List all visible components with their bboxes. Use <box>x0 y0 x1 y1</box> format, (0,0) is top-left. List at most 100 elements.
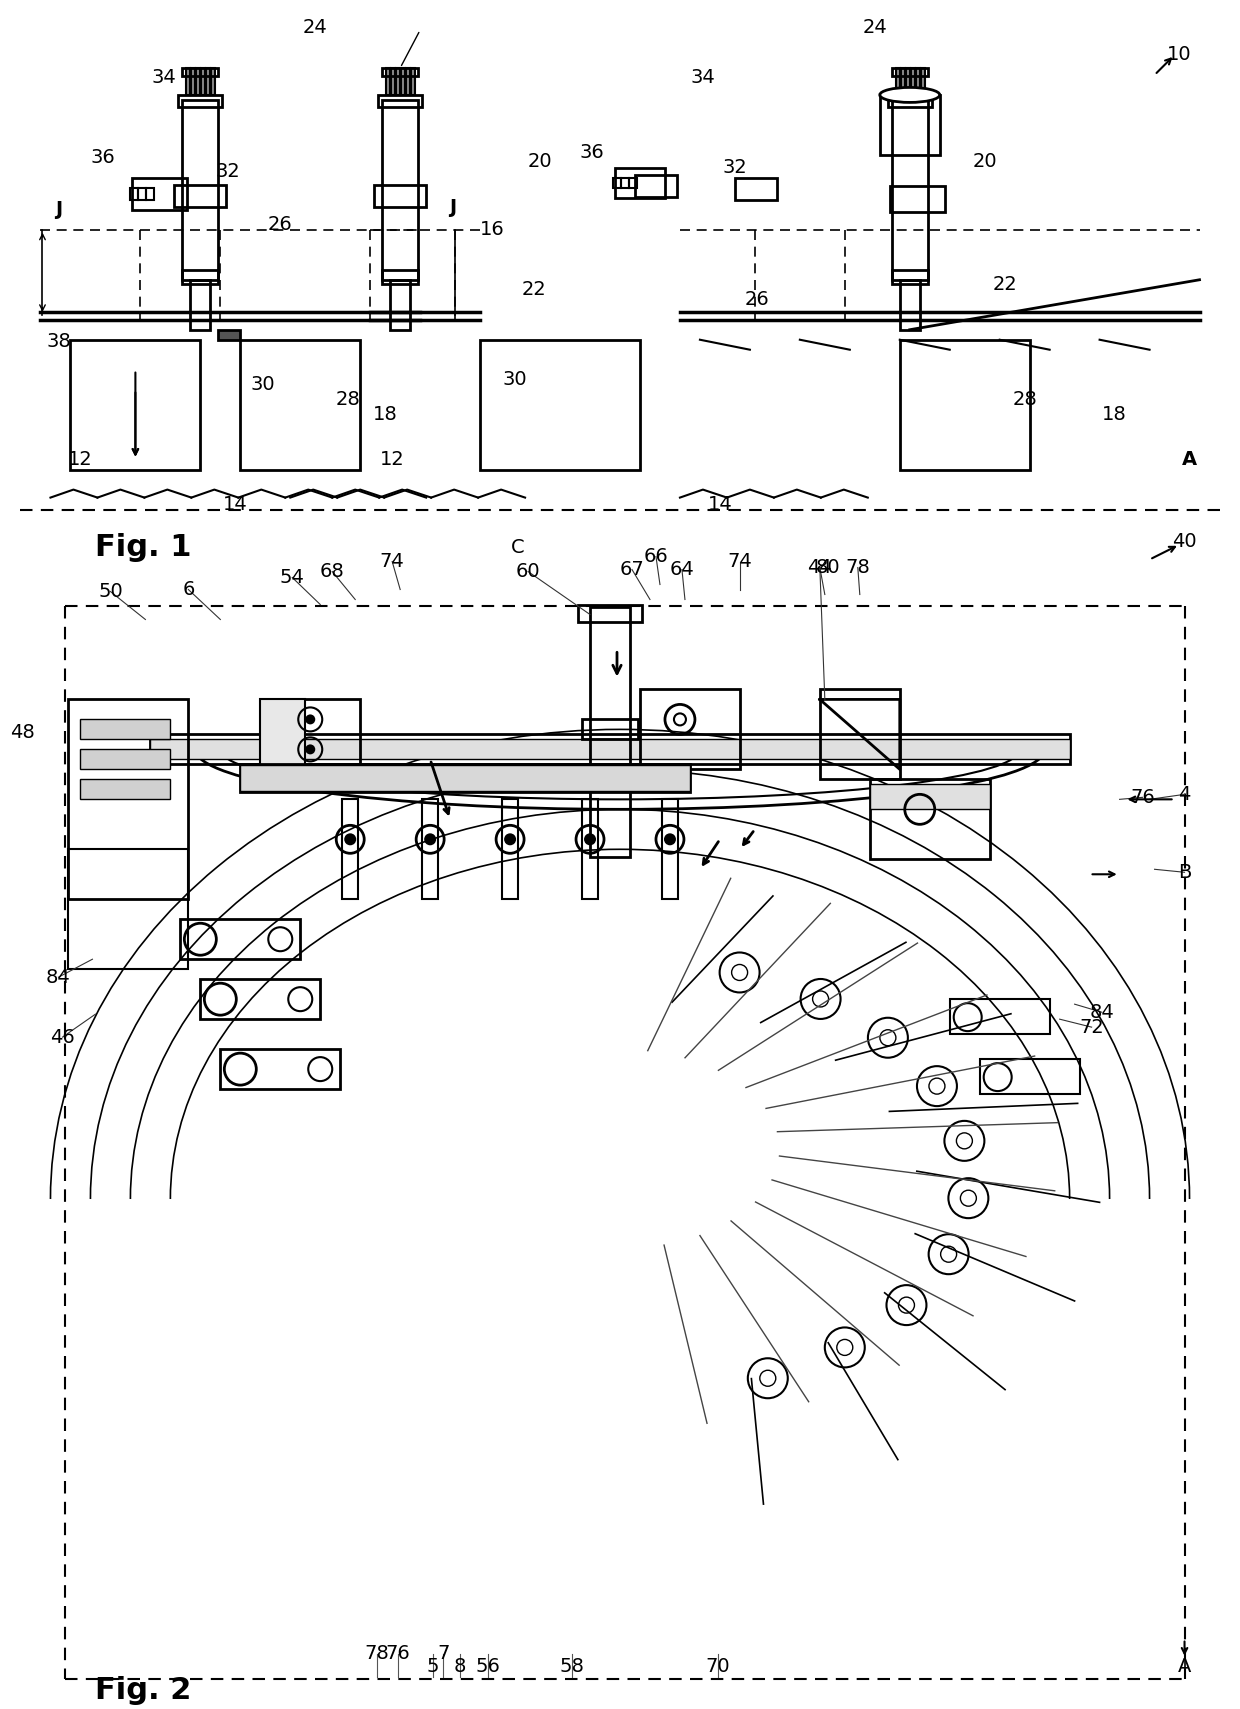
Bar <box>182 270 218 284</box>
Text: 46: 46 <box>50 1027 74 1046</box>
Text: 14: 14 <box>223 496 248 514</box>
Bar <box>900 68 905 96</box>
Text: 72: 72 <box>1079 1017 1104 1037</box>
Bar <box>260 699 305 779</box>
Text: J: J <box>55 200 62 219</box>
Bar <box>892 68 928 75</box>
Bar <box>374 185 427 207</box>
Bar <box>629 178 637 188</box>
Bar <box>391 280 410 330</box>
Bar <box>916 68 920 96</box>
Text: 30: 30 <box>502 371 527 390</box>
Bar <box>378 96 422 108</box>
Text: 66: 66 <box>644 547 668 566</box>
Bar <box>71 340 201 470</box>
Circle shape <box>305 745 315 754</box>
Bar <box>146 188 155 200</box>
Bar <box>412 68 415 96</box>
Text: 26: 26 <box>268 215 293 234</box>
Text: 34: 34 <box>691 68 715 87</box>
Text: Fig. 2: Fig. 2 <box>95 1677 192 1706</box>
Text: 20: 20 <box>528 152 552 171</box>
Text: 12: 12 <box>68 449 93 468</box>
Bar <box>241 766 689 791</box>
Circle shape <box>584 834 596 846</box>
Text: 18: 18 <box>373 405 398 424</box>
Text: 32: 32 <box>723 159 748 178</box>
Bar <box>191 280 211 330</box>
Text: 36: 36 <box>579 144 604 162</box>
Bar <box>635 174 677 197</box>
Bar <box>613 178 621 188</box>
Text: 78: 78 <box>365 1644 389 1663</box>
Bar <box>905 68 910 96</box>
Bar <box>382 99 418 280</box>
Text: 74: 74 <box>379 552 404 571</box>
Bar <box>578 605 642 622</box>
Text: 68: 68 <box>320 562 345 581</box>
Text: 58: 58 <box>559 1658 584 1677</box>
Bar <box>221 1049 340 1089</box>
Text: 6: 6 <box>182 579 195 600</box>
Bar <box>950 1000 1049 1034</box>
Bar <box>900 280 920 330</box>
Bar <box>382 270 418 284</box>
Bar <box>892 270 928 284</box>
Text: A: A <box>1178 1658 1192 1677</box>
Bar <box>130 188 139 200</box>
Text: 78: 78 <box>846 559 870 578</box>
Text: 80: 80 <box>816 559 841 578</box>
Bar <box>890 186 945 212</box>
Text: 38: 38 <box>46 332 71 352</box>
Bar <box>191 68 196 96</box>
Text: 32: 32 <box>216 162 241 181</box>
Bar <box>186 68 191 96</box>
Text: 22: 22 <box>992 275 1017 294</box>
Bar <box>196 68 201 96</box>
Bar <box>407 68 410 96</box>
Bar <box>820 689 900 779</box>
Bar <box>402 68 405 96</box>
Bar <box>179 96 222 108</box>
Text: 26: 26 <box>744 291 769 309</box>
Circle shape <box>345 834 356 846</box>
Text: 50: 50 <box>98 583 123 602</box>
Bar <box>81 749 170 769</box>
Bar <box>980 1060 1080 1094</box>
Bar <box>910 68 915 96</box>
Bar <box>211 68 216 96</box>
Bar <box>397 68 401 96</box>
Bar <box>150 740 1070 759</box>
Text: 16: 16 <box>480 220 505 239</box>
Text: 60: 60 <box>516 562 541 581</box>
Bar <box>342 800 358 899</box>
Bar <box>81 779 170 800</box>
Bar <box>180 919 300 959</box>
Text: 40: 40 <box>1172 531 1197 550</box>
Text: 84: 84 <box>1089 1003 1114 1022</box>
Text: 24: 24 <box>303 19 327 38</box>
Bar <box>81 719 170 740</box>
Bar <box>888 96 931 108</box>
Bar <box>502 800 518 899</box>
Bar <box>662 800 678 899</box>
Text: 34: 34 <box>151 68 176 87</box>
Bar <box>880 96 940 156</box>
Text: 67: 67 <box>620 561 645 579</box>
Bar <box>615 167 665 198</box>
Bar <box>869 779 990 860</box>
Bar <box>201 979 320 1019</box>
Text: 12: 12 <box>379 449 404 468</box>
Text: 76: 76 <box>386 1644 410 1663</box>
Bar <box>175 185 227 207</box>
Bar <box>133 178 187 210</box>
Circle shape <box>505 834 516 846</box>
Text: 54: 54 <box>280 567 305 586</box>
Text: 14: 14 <box>708 496 733 514</box>
Text: 84: 84 <box>46 967 71 986</box>
Text: 5: 5 <box>427 1658 439 1677</box>
Bar <box>68 849 188 969</box>
Circle shape <box>305 714 315 725</box>
Text: 48: 48 <box>10 723 35 742</box>
Bar <box>260 699 360 779</box>
